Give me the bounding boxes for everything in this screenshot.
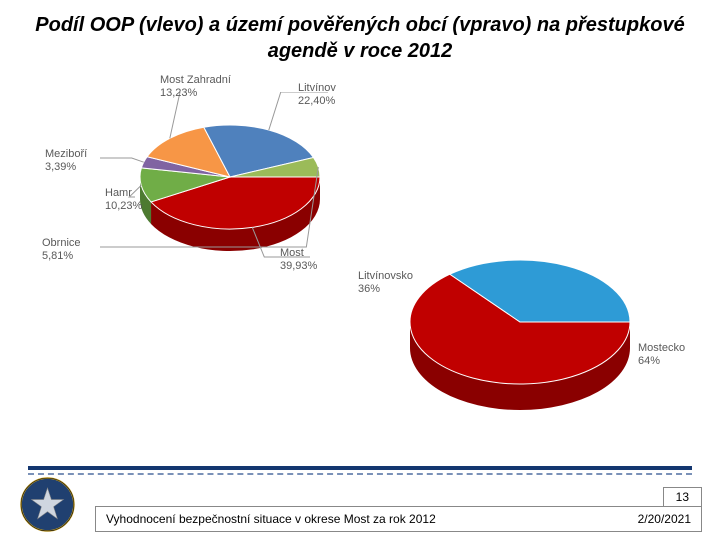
pie-label-pct: 10,23% xyxy=(105,200,142,213)
pie-label-name: Meziboří xyxy=(45,148,87,161)
police-badge-icon xyxy=(20,477,75,532)
slide-title: Podíl OOP (vlevo) a území pověřených obc… xyxy=(0,0,720,72)
pie-label: Mostecko64% xyxy=(638,342,685,368)
pie-label-name: Hamr xyxy=(105,187,142,200)
pie-label: Litvínov22,40% xyxy=(298,82,336,108)
chart-area: Most39,93% Hamr10,23% Meziboří3,39% Most Za… xyxy=(0,72,720,442)
divider-dashed xyxy=(28,473,692,475)
pie-label-pct: 5,81% xyxy=(42,250,81,263)
pie-label: Obrnice5,81% xyxy=(42,237,81,263)
pie-chart-right: Mostecko64%Litvínovsko36% xyxy=(380,242,700,457)
pie-label-pct: 13,23% xyxy=(160,87,231,100)
divider xyxy=(28,466,692,475)
footer-bar: Vyhodnocení bezpečnostní situace v okres… xyxy=(95,506,702,532)
footer-date: 2/20/2021 xyxy=(638,512,691,526)
pie-label: Most Zahradní13,23% xyxy=(160,74,231,100)
pie-chart-left: Most39,93%Hamr10,23%Meziboří3,39%Most Za… xyxy=(100,92,380,307)
divider-solid xyxy=(28,466,692,470)
pie-label-name: Mostecko xyxy=(638,342,685,355)
pie-label-name: Most xyxy=(280,247,317,260)
pie-label: Meziboří3,39% xyxy=(45,148,87,174)
pie-label-name: Obrnice xyxy=(42,237,81,250)
pie-label-pct: 36% xyxy=(358,283,413,296)
pie-label: Most39,93% xyxy=(280,247,317,273)
pie-label: Hamr10,23% xyxy=(105,187,142,213)
pie-label-pct: 39,93% xyxy=(280,260,317,273)
pie-label: Litvínovsko36% xyxy=(358,270,413,296)
pie-label-pct: 22,40% xyxy=(298,95,336,108)
pie-label-name: Litvínovsko xyxy=(358,270,413,283)
footer-text: Vyhodnocení bezpečnostní situace v okres… xyxy=(106,512,436,526)
pie-label-pct: 3,39% xyxy=(45,161,87,174)
pie-label-pct: 64% xyxy=(638,355,685,368)
pie-label-name: Most Zahradní xyxy=(160,74,231,87)
pie-label-name: Litvínov xyxy=(298,82,336,95)
page-number: 13 xyxy=(663,487,702,506)
